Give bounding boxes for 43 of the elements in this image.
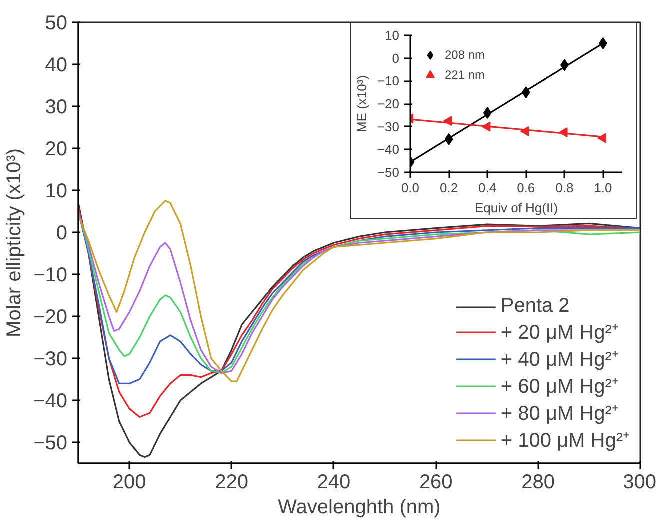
legend-label: Penta 2: [500, 295, 570, 318]
x-tick-label: 300: [623, 472, 656, 494]
y-tick-label: 30: [45, 96, 68, 118]
y-tick-label: 40: [45, 54, 68, 76]
legend-label: 221 nm: [445, 68, 486, 82]
y-tick-label: −50: [377, 165, 400, 180]
y-tick-label: 0: [392, 50, 400, 66]
legend-label: + 60 μM Hg²⁺: [500, 375, 619, 399]
y-tick-label: −10: [377, 74, 400, 89]
legend-label: + 20 μM Hg²⁺: [500, 321, 619, 345]
y-tick-label: −20: [34, 306, 68, 328]
y-tick-label: 50: [45, 12, 68, 34]
x-tick-label: 1.0: [594, 180, 612, 196]
y-tick-label: −30: [34, 348, 68, 370]
y-tick-label: 10: [385, 28, 400, 43]
y-tick-label: −10: [34, 264, 68, 286]
y-tick-label: −50: [34, 432, 68, 454]
legend-label: + 100 μM Hg²⁺: [500, 429, 630, 453]
y-tick-label: −40: [377, 142, 400, 158]
x-tick-label: 260: [419, 472, 453, 494]
x-axis-title: Equiv of Hg(II): [474, 200, 558, 216]
y-tick-label: 0: [56, 222, 68, 244]
point: [598, 133, 606, 144]
legend-label: 208 nm: [445, 48, 486, 62]
x-tick-label: 200: [112, 472, 146, 494]
x-axis-title: Wavelenghth (nm): [278, 496, 441, 518]
y-tick-label: −40: [34, 390, 68, 412]
x-tick-label: 240: [317, 472, 351, 494]
y-axis-title: ME (x10³): [354, 75, 370, 133]
legend-label: + 80 μM Hg²⁺: [500, 402, 619, 426]
x-tick-label: 220: [215, 472, 248, 494]
x-tick-label: 0.0: [401, 180, 420, 196]
y-axis-title: Molar ellipticity (x10³): [4, 148, 26, 338]
y-tick-label: −30: [377, 119, 400, 134]
legend-label: + 40 μM Hg²⁺: [500, 348, 619, 372]
x-tick-label: 0.4: [478, 180, 497, 196]
y-tick-label: 10: [45, 180, 68, 202]
x-tick-label: 280: [522, 472, 556, 494]
y-tick-label: −20: [377, 96, 400, 112]
x-tick-label: 0.6: [517, 180, 536, 196]
x-tick-label: 0.2: [440, 180, 458, 196]
y-tick-label: 20: [45, 138, 68, 160]
x-tick-label: 0.8: [556, 180, 574, 196]
